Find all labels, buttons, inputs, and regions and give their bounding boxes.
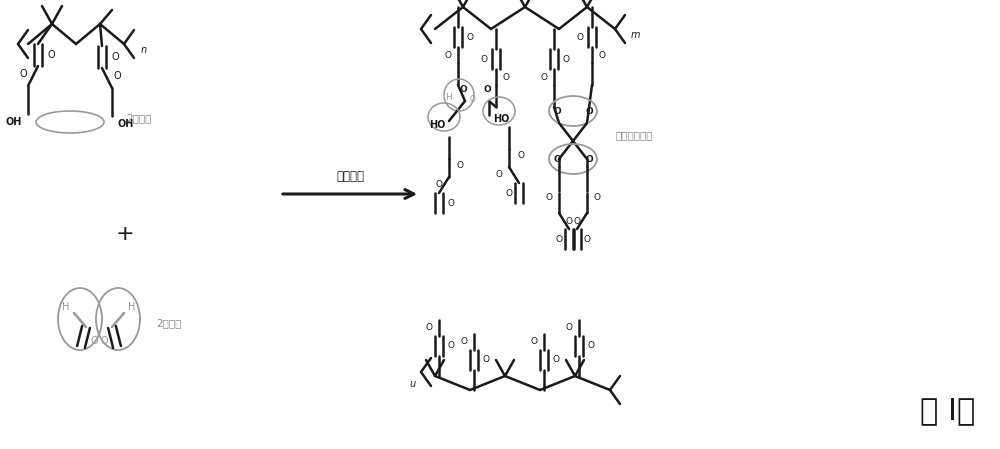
Text: O: O (585, 154, 593, 163)
Text: HO: HO (493, 114, 509, 124)
Text: O: O (47, 50, 55, 60)
Text: 式 I；: 式 I； (920, 396, 975, 426)
Text: HO: HO (429, 120, 445, 130)
Text: O: O (556, 234, 562, 243)
Text: O: O (598, 50, 605, 60)
Text: m: m (630, 30, 640, 40)
Text: O: O (530, 338, 538, 347)
Text: H: H (128, 302, 136, 312)
Text: O: O (576, 32, 583, 41)
Text: O: O (111, 52, 119, 62)
Text: O: O (593, 193, 600, 202)
Text: O: O (483, 84, 491, 93)
Text: +: + (116, 224, 134, 244)
Text: n: n (141, 45, 147, 55)
Text: u: u (410, 379, 416, 389)
Text: O: O (566, 323, 572, 333)
Text: O: O (90, 336, 98, 346)
Text: O: O (574, 216, 580, 225)
Text: O: O (546, 193, 552, 202)
Text: O: O (445, 50, 452, 60)
Text: O: O (566, 216, 572, 225)
Text: O: O (460, 338, 467, 347)
Text: O: O (448, 342, 454, 351)
Text: O: O (435, 180, 442, 189)
Text: O: O (100, 336, 108, 346)
Text: OH: OH (118, 119, 134, 129)
Text: O: O (540, 72, 548, 82)
Text: O: O (480, 54, 488, 63)
Text: O: O (426, 323, 432, 333)
Text: O: O (506, 189, 512, 198)
Text: O: O (447, 198, 454, 207)
Text: 交联缩醛反应: 交联缩醛反应 (615, 130, 652, 140)
Text: O: O (553, 106, 561, 115)
Text: O: O (466, 32, 474, 41)
Text: O: O (562, 54, 570, 63)
Text: O: O (552, 356, 560, 365)
Text: O: O (502, 72, 509, 82)
Text: O: O (585, 106, 593, 115)
Text: O: O (588, 342, 594, 351)
Text: O: O (470, 94, 476, 104)
Text: O: O (482, 356, 489, 365)
Text: H: H (446, 92, 452, 101)
Text: O: O (19, 69, 27, 79)
Text: H: H (62, 302, 70, 312)
Text: O: O (583, 234, 590, 243)
Text: O: O (459, 84, 467, 93)
Text: O: O (518, 150, 524, 159)
Text: 2个羟基: 2个羟基 (126, 113, 151, 123)
Text: O: O (495, 170, 502, 179)
Text: 2个醛基: 2个醛基 (156, 318, 181, 328)
Text: O: O (553, 154, 561, 163)
Text: OH: OH (6, 117, 22, 127)
Text: O: O (113, 71, 121, 81)
Text: O: O (456, 160, 463, 170)
Text: 恒定温度: 恒定温度 (336, 171, 364, 184)
